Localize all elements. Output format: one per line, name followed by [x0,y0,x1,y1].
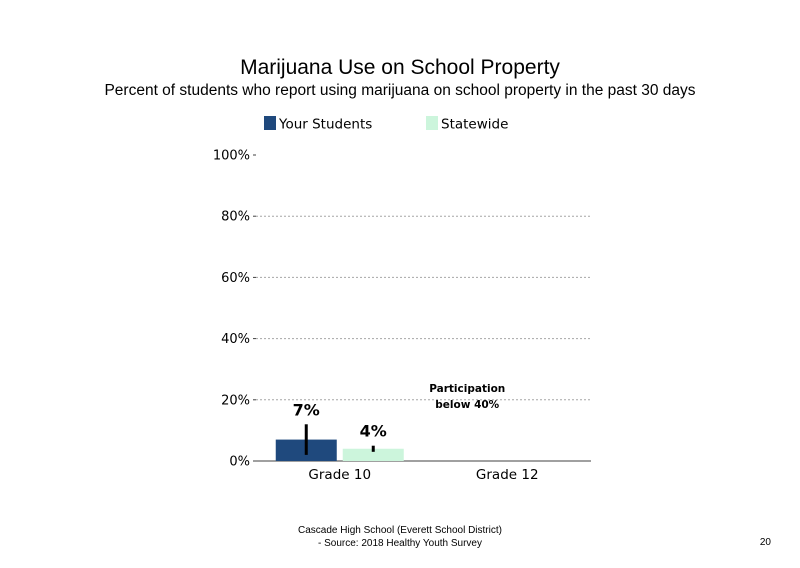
legend-swatch [426,116,438,130]
bar [342,448,404,461]
data-label: 7% [293,400,320,419]
data-label: 4% [360,422,387,441]
footer-source: - Source: 2018 Healthy Youth Survey [318,538,482,549]
annotation-text: Participation [429,383,505,395]
footer-school: Cascade High School (Everett School Dist… [298,525,502,536]
y-tick-label: 60% [221,271,250,286]
chart-title: Marijuana Use on School Property [240,56,560,79]
legend-swatch [264,116,276,130]
y-tick-label: 80% [221,210,250,225]
legend-label: Statewide [441,117,508,133]
x-tick-label: Grade 12 [476,467,539,483]
y-tick-label: 20% [221,393,250,408]
page-number: 20 [759,537,771,548]
legend-label: Your Students [278,117,372,133]
y-tick-label: 0% [229,455,250,470]
x-tick-label: Grade 10 [308,467,371,483]
y-tick-label: 100% [213,149,250,164]
annotation-text: below 40% [435,399,499,411]
footer: Cascade High School (Everett School Dist… [0,524,800,550]
chart-subtitle: Percent of students who report using mar… [104,82,696,99]
y-tick-label: 40% [221,332,250,347]
